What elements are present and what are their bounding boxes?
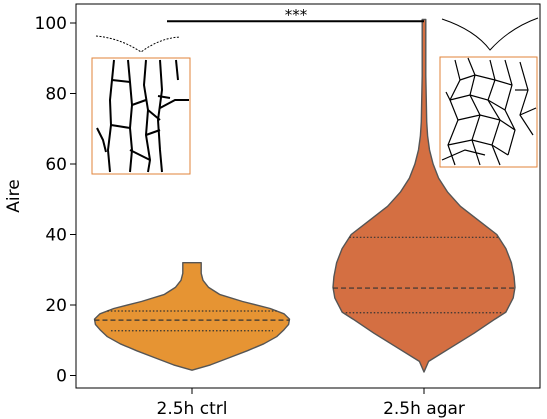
y-axis-title: Aire [4,179,24,212]
ctrl-inset-cell-walls [96,59,189,173]
y-tick-label: 20 [45,296,67,316]
agar-inset-arc [441,17,539,51]
agar-inset-cell-walls [441,57,537,166]
violin-body-agar [332,18,516,373]
x-tick-label: 2.5h ctrl [157,399,228,419]
violin-body-ctrl [93,262,291,371]
violin-group [93,18,516,373]
agar-cell-outline-inset [439,17,539,168]
y-tick-label: 80 [45,85,67,105]
y-axis: 0 20 40 60 80 100 [35,14,76,387]
significance-annotation: *** [167,6,424,24]
y-tick-label: 40 [45,226,67,246]
ctrl-cell-outline-inset [91,35,191,175]
ctrl-inset-arc [95,35,181,53]
y-tick-label: 0 [56,367,67,387]
x-tick-label: 2.5h agar [383,399,465,419]
y-tick-label: 100 [35,14,67,34]
plot-frame [75,3,541,389]
significance-label: *** [285,6,308,24]
x-axis: 2.5h ctrl 2.5h agar [157,388,465,419]
quartile-line-group [94,236,515,332]
y-tick-label: 60 [45,155,67,175]
